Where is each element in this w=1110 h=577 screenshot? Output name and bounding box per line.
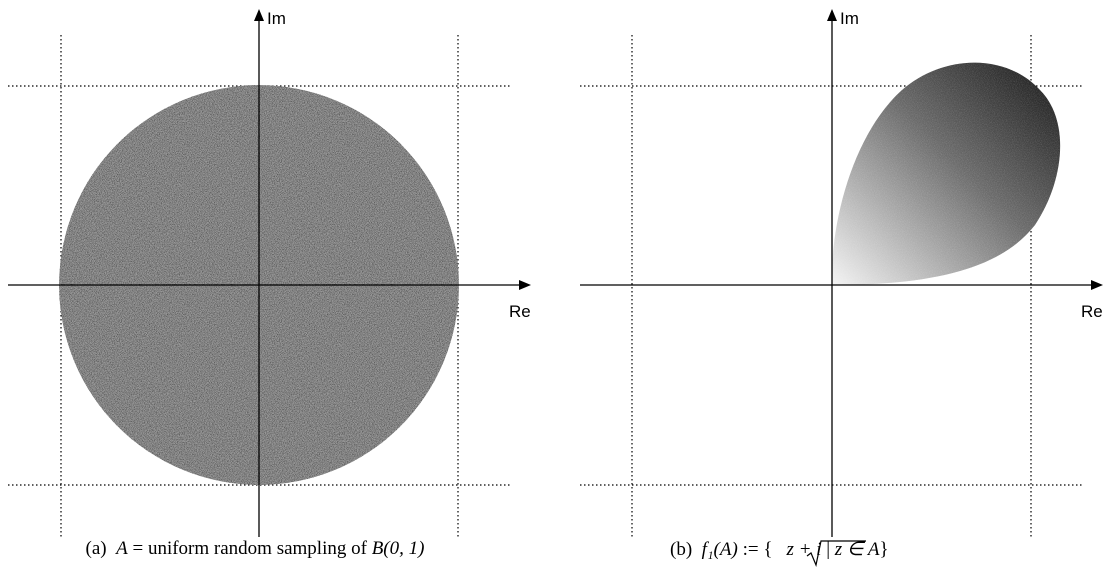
real-axis-label: Re (509, 302, 531, 321)
caption-math-f: f₁(A) (701, 539, 738, 560)
imag-axis-label: Im (840, 9, 859, 28)
caption-bar: | (826, 539, 830, 560)
caption-text: uniform random sampling of (147, 538, 367, 559)
caption-sqrt-arg: z + i (786, 539, 822, 560)
caption-condition: z ∈ A (834, 539, 880, 560)
sample-teardrop (831, 62, 1061, 285)
panel-a: Im Re (8, 9, 531, 537)
imag-axis-arrow-icon (254, 9, 264, 21)
imag-axis-arrow-icon (827, 9, 837, 21)
real-axis-label: Re (1081, 302, 1103, 321)
caption-brace-open: { (763, 539, 773, 560)
caption-b: (b) f₁(A) := { z + i | z ∈ A} (670, 538, 1010, 568)
caption-math-ball: B(0, 1) (371, 538, 425, 559)
caption-prefix: (a) (85, 538, 107, 559)
real-axis-arrow-icon (519, 280, 531, 290)
real-axis-arrow-icon (1091, 280, 1103, 290)
caption-equals: = (132, 538, 144, 559)
caption-prefix: (b) (670, 539, 693, 560)
panel-b: Im Re (580, 9, 1103, 537)
caption-brace-close: } (879, 539, 889, 560)
caption-define: := (742, 539, 759, 560)
sqrt-radical-icon (806, 540, 866, 568)
caption-a: (a) A = uniform random sampling of B(0, … (30, 538, 480, 568)
caption-math-set: A (116, 538, 128, 559)
imag-axis-label: Im (267, 9, 286, 28)
